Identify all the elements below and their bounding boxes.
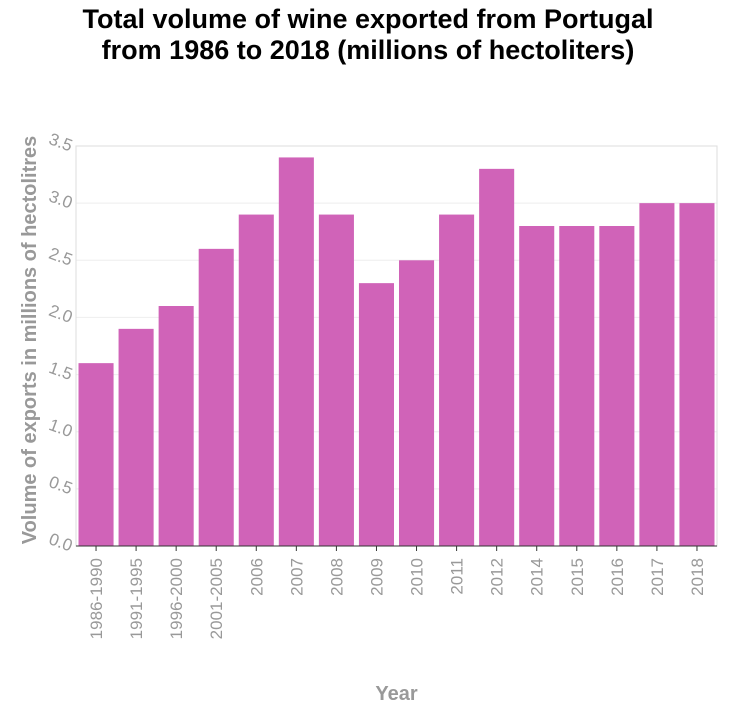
bar — [479, 168, 515, 546]
y-tick-label: 2.0 — [46, 301, 75, 327]
x-tick-label: 2018 — [688, 558, 707, 596]
y-tick-label: 3.0 — [46, 187, 75, 213]
bar — [439, 214, 475, 547]
bar — [198, 248, 234, 546]
x-tick-labels: 1986-1990 1991-1995 1996-2000 2001-2005 2006… — [87, 558, 707, 639]
bar — [599, 226, 635, 546]
bar — [519, 226, 555, 546]
bar — [158, 306, 194, 546]
x-tick-label: 2012 — [488, 558, 507, 596]
bar — [679, 203, 715, 546]
x-tick-label: 2008 — [327, 558, 346, 596]
x-tick-label: 2001-2005 — [207, 558, 226, 639]
bars — [78, 157, 715, 547]
chart-title-line-2: from 1986 to 2018 (millions of hectolite… — [101, 35, 635, 65]
y-tick-labels: 0.0 0.5 1.0 1.5 2.0 2.5 3.0 3.5 — [46, 129, 75, 555]
y-tick-label: 1.0 — [46, 415, 75, 441]
x-tick-label: 1986-1990 — [87, 558, 106, 639]
bar — [358, 283, 394, 546]
axes — [76, 545, 717, 551]
bar — [399, 260, 435, 546]
chart-title: Total volume of wine exported from Portu… — [0, 4, 736, 66]
x-tick-label: 2010 — [408, 558, 427, 596]
x-tick-label: 2011 — [448, 558, 467, 595]
x-tick-label: 2006 — [247, 558, 266, 596]
x-tick-label: 2009 — [367, 558, 386, 596]
y-tick-label: 0.5 — [46, 472, 75, 498]
x-tick-label: 2014 — [528, 558, 547, 596]
x-tick-label: 2015 — [568, 558, 587, 596]
y-tick-label: 1.5 — [46, 358, 75, 384]
x-tick-label: 1996-2000 — [167, 558, 186, 639]
x-tick-label: 2016 — [608, 558, 627, 596]
chart-title-line-1: Total volume of wine exported from Portu… — [82, 4, 654, 34]
bar — [238, 214, 274, 547]
x-tick-label: 1991-1995 — [127, 558, 146, 639]
x-tick-label: 2017 — [648, 558, 667, 596]
y-tick-label: 0.0 — [46, 529, 75, 555]
bar — [559, 226, 595, 546]
bar — [78, 363, 114, 546]
bar — [118, 328, 154, 546]
y-tick-label: 3.5 — [46, 129, 75, 155]
y-axis-title: Volume of exports in millions of hectoli… — [19, 136, 41, 545]
bar — [278, 157, 314, 546]
x-tick-label: 2007 — [287, 558, 306, 596]
y-tick-label: 2.5 — [46, 244, 75, 270]
x-axis-title: Year — [375, 683, 417, 705]
bar — [318, 214, 354, 547]
bar — [639, 203, 675, 546]
